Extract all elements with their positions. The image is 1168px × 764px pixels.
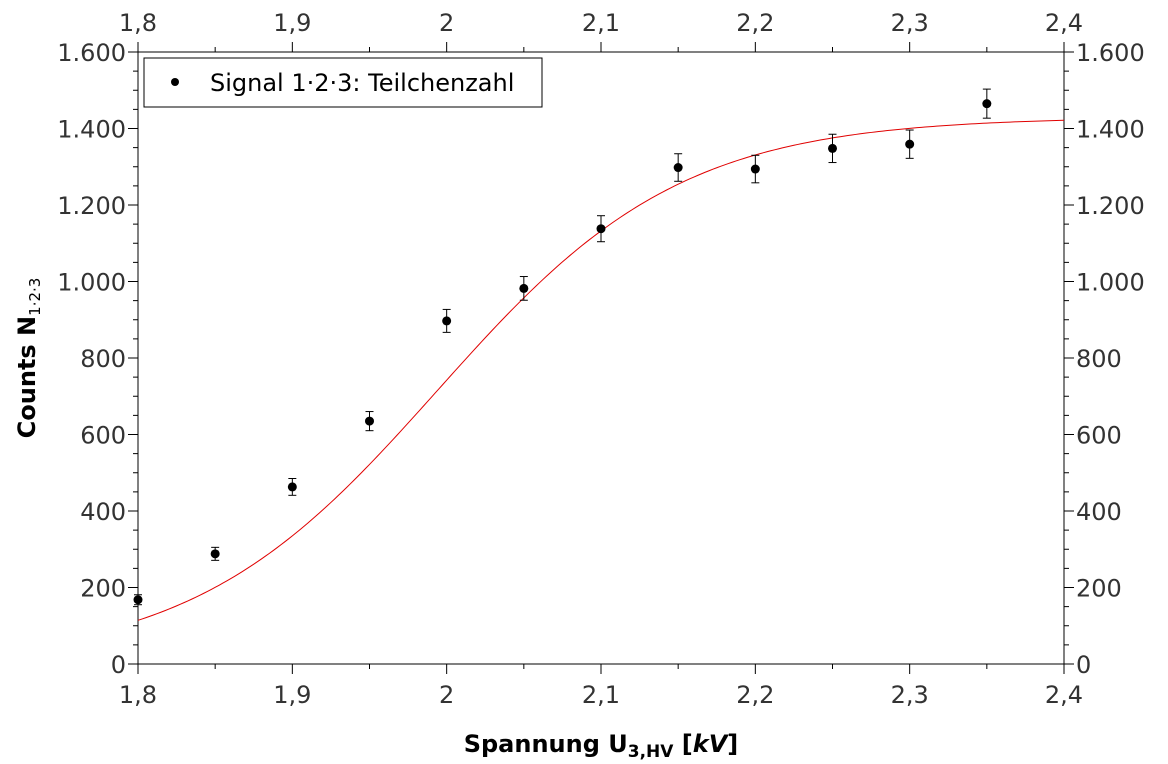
y-tick-label-right: 600 [1076, 422, 1122, 450]
data-marker [519, 283, 529, 293]
data-point [905, 129, 915, 159]
data-marker [133, 595, 143, 605]
data-point [982, 88, 992, 119]
data-point [828, 133, 837, 164]
data-point [287, 477, 297, 496]
data-marker [210, 549, 220, 559]
x-tick-label-top: 2,1 [582, 9, 620, 37]
x-ticks-bottom [137, 664, 1065, 674]
x-tick-label-bottom: 1,9 [273, 681, 311, 709]
y-tick-label-right: 1.400 [1076, 116, 1145, 144]
x-tick-label-bottom: 2 [439, 681, 454, 709]
x-tick-label-bottom: 1,8 [119, 681, 157, 709]
data-marker [982, 99, 992, 109]
x-tick-label-top: 1,9 [273, 9, 311, 37]
data-point [673, 153, 683, 182]
y-tick-label-left: 800 [80, 345, 126, 373]
legend-marker [171, 78, 179, 86]
y-ticks-right [1064, 51, 1074, 665]
y-tick-label-right: 400 [1076, 498, 1122, 526]
x-tick-label-bottom: 2,1 [582, 681, 620, 709]
y-tick-label-left: 1.200 [57, 192, 126, 220]
x-axis-title: Spannung U3,HV [kV] [464, 730, 739, 762]
y-tick-label-right: 200 [1076, 575, 1122, 603]
x-tick-label-bottom: 2,2 [736, 681, 774, 709]
plot-frame [137, 51, 1065, 665]
x-ticks-top [137, 42, 1065, 52]
data-marker [442, 316, 452, 326]
y-axis-title: Counts N1·2·3 [13, 278, 44, 439]
y-tick-label-left: 200 [80, 575, 126, 603]
x-tick-label-top: 2,4 [1045, 9, 1083, 37]
data-marker [750, 164, 760, 174]
y-tick-labels-left: 0 200 400 600 800 1.000 1.200 1.400 1.600 [57, 39, 126, 679]
data-marker [596, 224, 606, 234]
data-marker [828, 143, 837, 153]
x-tick-labels-bottom: 1,8 1,9 2 2,1 2,2 2,3 2,4 [119, 681, 1083, 709]
y-tick-label-left: 1.400 [57, 116, 126, 144]
data-point [750, 154, 760, 184]
x-tick-labels-top: 1,8 1,9 2 2,1 2,2 2,3 2,4 [119, 9, 1083, 37]
data-marker [905, 139, 915, 149]
data-marker [673, 163, 683, 173]
data-marker [365, 416, 374, 426]
x-tick-label-top: 2,2 [736, 9, 774, 37]
legend-label: Signal 1·2·3: Teilchenzahl [210, 69, 514, 97]
y-tick-label-left: 400 [80, 498, 126, 526]
fit-curve [137, 119, 1065, 621]
data-series [133, 88, 992, 606]
data-point [442, 308, 452, 333]
data-marker [287, 482, 297, 492]
data-point [519, 276, 529, 301]
legend-box [143, 57, 543, 108]
y-tick-label-right: 1.000 [1076, 269, 1145, 297]
data-point [133, 594, 143, 606]
x-tick-label-top: 2,3 [891, 9, 929, 37]
y-ticks-left [128, 51, 138, 665]
x-tick-label-bottom: 2,4 [1045, 681, 1083, 709]
x-tick-label-bottom: 2,3 [891, 681, 929, 709]
y-tick-label-right: 0 [1076, 651, 1091, 679]
y-tick-label-left: 1.000 [57, 269, 126, 297]
x-tick-label-top: 1,8 [119, 9, 157, 37]
y-tick-label-right: 800 [1076, 345, 1122, 373]
data-point [365, 411, 374, 432]
y-tick-label-left: 0 [111, 651, 126, 679]
y-tick-labels-right: 0 200 400 600 800 1.000 1.200 1.400 1.600 [1076, 39, 1145, 679]
data-point [210, 546, 220, 561]
y-tick-label-right: 1.600 [1076, 39, 1145, 67]
data-point [596, 215, 606, 243]
legend: Signal 1·2·3: Teilchenzahl [143, 57, 543, 108]
y-tick-label-right: 1.200 [1076, 192, 1145, 220]
x-tick-label-top: 2 [439, 9, 454, 37]
y-tick-label-left: 600 [80, 422, 126, 450]
y-tick-label-left: 1.600 [57, 39, 126, 67]
